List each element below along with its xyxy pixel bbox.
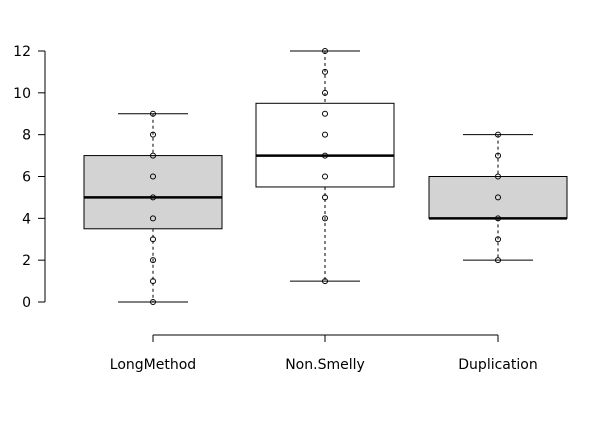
y-tick-label: 4 bbox=[22, 211, 31, 227]
data-point bbox=[322, 110, 328, 117]
data-point bbox=[322, 131, 328, 138]
data-point bbox=[322, 89, 328, 96]
y-tick-label: 10 bbox=[13, 86, 31, 102]
x-axis: LongMethod Non.Smelly Duplication bbox=[110, 334, 538, 373]
data-point bbox=[495, 257, 501, 264]
data-point bbox=[150, 278, 156, 285]
data-point bbox=[322, 152, 328, 159]
data-point bbox=[495, 131, 501, 138]
box bbox=[255, 102, 395, 188]
data-point bbox=[322, 194, 328, 201]
box-group bbox=[428, 131, 568, 264]
data-point bbox=[150, 131, 156, 138]
data-point bbox=[150, 236, 156, 243]
data-point bbox=[322, 278, 328, 285]
data-point bbox=[150, 173, 156, 180]
y-tick-label: 8 bbox=[22, 128, 31, 144]
data-point bbox=[150, 152, 156, 159]
y-tick-label: 2 bbox=[22, 253, 31, 269]
data-point bbox=[150, 215, 156, 222]
data-point bbox=[150, 110, 156, 117]
box bbox=[83, 155, 223, 230]
box-group bbox=[255, 48, 395, 285]
y-axis: 0 2 4 6 8 10 12 bbox=[13, 44, 46, 311]
x-tick-label: LongMethod bbox=[110, 357, 196, 373]
data-point bbox=[150, 194, 156, 201]
data-point bbox=[322, 48, 328, 54]
data-point bbox=[495, 173, 501, 180]
data-point bbox=[150, 257, 156, 264]
data-point bbox=[150, 299, 156, 305]
data-point bbox=[495, 236, 501, 243]
x-tick-label: Duplication bbox=[458, 357, 537, 373]
data-point bbox=[495, 215, 501, 222]
box-group bbox=[83, 110, 223, 305]
x-tick-label: Non.Smelly bbox=[285, 357, 365, 373]
data-point bbox=[322, 173, 328, 180]
y-tick-label: 12 bbox=[13, 44, 31, 60]
y-tick-label: 0 bbox=[22, 295, 31, 311]
data-point bbox=[322, 215, 328, 222]
data-point bbox=[495, 152, 501, 159]
data-point bbox=[495, 194, 501, 201]
data-point bbox=[322, 68, 328, 75]
boxes-layer bbox=[83, 48, 568, 305]
y-tick-label: 6 bbox=[22, 170, 31, 186]
box bbox=[428, 176, 568, 219]
